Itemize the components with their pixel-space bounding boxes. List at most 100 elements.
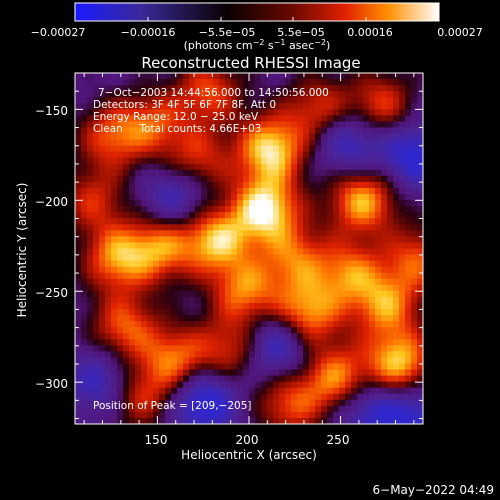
heatmap-cell [189, 85, 196, 92]
heatmap-cell [333, 351, 340, 358]
heatmap-cell [231, 302, 238, 310]
heatmap-cell [159, 302, 166, 310]
heatmap-cell [393, 254, 400, 261]
heatmap-cell [351, 242, 358, 249]
heatmap-cell [333, 109, 340, 116]
heatmap-cell [363, 218, 370, 225]
heatmap-cell [297, 91, 304, 98]
heatmap-cell [249, 315, 256, 322]
heatmap-cell [141, 242, 148, 249]
heatmap-cell [111, 200, 118, 207]
heatmap-cell [249, 206, 256, 213]
heatmap-cell [333, 411, 340, 419]
heatmap-cell [375, 181, 382, 189]
heatmap-cell [267, 339, 274, 346]
heatmap-cell [129, 248, 136, 255]
heatmap-cell [93, 85, 100, 92]
heatmap-cell [339, 369, 346, 376]
heatmap-cell [369, 109, 376, 116]
heatmap-cell [93, 296, 100, 304]
heatmap-cell [81, 309, 88, 316]
heatmap-cell [345, 260, 352, 268]
heatmap-cell [189, 339, 196, 346]
heatmap-cell [117, 284, 124, 292]
heatmap-cell [159, 315, 166, 322]
heatmap-cell [153, 236, 160, 243]
heatmap-cell [345, 266, 352, 274]
heatmap-cell [135, 169, 142, 177]
heatmap-cell [243, 290, 250, 298]
heatmap-cell [225, 315, 232, 322]
heatmap-cell [225, 296, 232, 304]
heatmap-cell [291, 200, 298, 207]
heatmap-cell [393, 363, 400, 370]
heatmap-cell [255, 175, 262, 183]
heatmap-cell [117, 411, 124, 419]
heatmap-cell [327, 363, 334, 370]
heatmap-cell [333, 333, 340, 340]
heatmap-cell [159, 85, 166, 92]
heatmap-cell [243, 169, 250, 177]
heatmap-cell [117, 115, 124, 122]
heatmap-cell [285, 194, 292, 201]
heatmap-cell [231, 115, 238, 122]
heatmap-cell [405, 248, 412, 255]
heatmap-cell [279, 85, 286, 92]
heatmap-cell [183, 73, 190, 80]
heatmap-cell [159, 109, 166, 116]
heatmap-cell [129, 333, 136, 340]
heatmap-cell [75, 375, 82, 383]
heatmap-cell [261, 91, 268, 98]
heatmap-cell [291, 345, 298, 352]
heatmap-cell [243, 133, 250, 140]
heatmap-cell [285, 302, 292, 310]
heatmap-cell [99, 85, 106, 92]
heatmap-cell [393, 272, 400, 280]
heatmap-cell [237, 296, 244, 304]
heatmap-cell [363, 381, 370, 389]
heatmap-cell [315, 151, 322, 159]
heatmap-cell [81, 79, 88, 86]
heatmap-cell [177, 169, 184, 177]
heatmap-cell [321, 121, 328, 128]
heatmap-cell [273, 260, 280, 268]
heatmap-cell [225, 109, 232, 116]
heatmap-cell [255, 315, 262, 322]
heatmap-cell [339, 145, 346, 153]
heatmap-cell [321, 230, 328, 237]
heatmap-cell [123, 121, 130, 128]
heatmap-cell [381, 151, 388, 159]
heatmap-cell [363, 242, 370, 249]
heatmap-cell [87, 218, 94, 225]
heatmap-cell [147, 181, 154, 189]
heatmap-cell [165, 145, 172, 153]
heatmap-cell [381, 73, 388, 80]
heatmap-cell [219, 97, 226, 104]
heatmap-cell [135, 417, 142, 425]
heatmap-cell [111, 181, 118, 189]
heatmap-cell [333, 91, 340, 98]
heatmap-cell [417, 200, 424, 207]
heatmap-cell [243, 345, 250, 352]
heatmap-cell [141, 97, 148, 104]
heatmap-cell [315, 333, 322, 340]
heatmap-cell [153, 85, 160, 92]
heatmap-cell [339, 85, 346, 92]
heatmap-cell [141, 133, 148, 140]
heatmap-cell [303, 278, 310, 286]
heatmap-cell [351, 200, 358, 207]
heatmap-cell [261, 127, 268, 134]
heatmap-cell [129, 139, 136, 147]
heatmap-cell [261, 109, 268, 116]
heatmap-cell [87, 91, 94, 98]
heatmap-cell [207, 351, 214, 358]
heatmap-cell [345, 224, 352, 231]
heatmap-cell [87, 181, 94, 189]
heatmap-cell [351, 411, 358, 419]
heatmap-cell [411, 272, 418, 280]
heatmap-cell [261, 254, 268, 261]
heatmap-cell [237, 97, 244, 104]
heatmap-cell [195, 309, 202, 316]
heatmap-cell [351, 169, 358, 177]
heatmap-cell [225, 393, 232, 401]
